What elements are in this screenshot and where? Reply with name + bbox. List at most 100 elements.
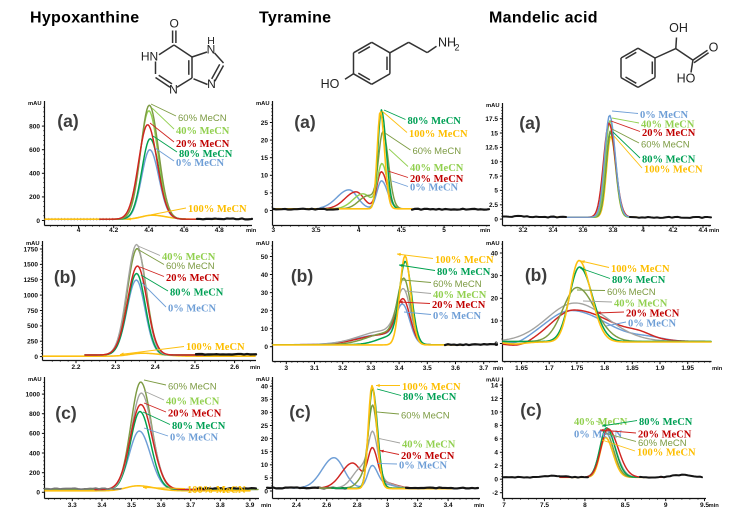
svg-text:12.5: 12.5: [485, 145, 498, 152]
svg-text:1.65: 1.65: [515, 365, 528, 372]
svg-text:H: H: [207, 35, 215, 47]
svg-text:7: 7: [502, 502, 506, 509]
svg-text:800: 800: [29, 411, 40, 418]
svg-text:4.4: 4.4: [698, 227, 707, 234]
svg-text:9: 9: [664, 502, 668, 509]
svg-text:80% MeCN: 80% MeCN: [642, 155, 696, 166]
svg-text:0: 0: [36, 218, 40, 225]
svg-text:(a): (a): [519, 113, 540, 133]
svg-text:3.7: 3.7: [479, 365, 488, 372]
svg-text:100% MeCN: 100% MeCN: [409, 129, 468, 140]
svg-text:800: 800: [29, 123, 40, 130]
svg-text:0% MeCN: 0% MeCN: [640, 110, 689, 121]
svg-text:mAU: mAU: [486, 103, 500, 109]
svg-text:min: min: [709, 228, 720, 234]
svg-text:4.2: 4.2: [109, 227, 118, 234]
svg-text:4.2: 4.2: [668, 227, 677, 234]
svg-text:2.4: 2.4: [151, 364, 160, 371]
svg-text:500: 500: [27, 323, 38, 330]
svg-text:600: 600: [29, 147, 40, 154]
svg-text:(c): (c): [55, 403, 76, 423]
svg-text:14: 14: [491, 382, 499, 389]
svg-text:15: 15: [261, 449, 269, 456]
svg-text:80% MeCN: 80% MeCN: [170, 288, 224, 299]
svg-text:1.95: 1.95: [681, 365, 694, 372]
svg-text:0: 0: [34, 354, 38, 361]
svg-text:80% MeCN: 80% MeCN: [437, 267, 491, 278]
svg-text:4: 4: [77, 227, 81, 234]
svg-text:80% MeCN: 80% MeCN: [403, 392, 457, 403]
svg-text:3.6: 3.6: [578, 227, 587, 234]
svg-text:3.1: 3.1: [310, 365, 319, 372]
svg-text:100% MeCN: 100% MeCN: [637, 448, 696, 459]
svg-text:20: 20: [491, 296, 499, 303]
svg-text:40% MeCN: 40% MeCN: [410, 163, 464, 174]
svg-text:15: 15: [491, 130, 499, 137]
svg-text:8: 8: [494, 423, 498, 430]
svg-text:0: 0: [494, 477, 498, 484]
svg-text:100% MeCN: 100% MeCN: [188, 204, 247, 215]
svg-text:20% MeCN: 20% MeCN: [638, 430, 692, 441]
svg-text:1250: 1250: [24, 277, 39, 284]
svg-text:min: min: [261, 503, 272, 509]
svg-text:NH: NH: [438, 36, 456, 50]
svg-text:mAU: mAU: [256, 241, 270, 247]
svg-text:N: N: [207, 43, 216, 57]
svg-text:20% MeCN: 20% MeCN: [401, 451, 455, 462]
svg-text:(a): (a): [294, 112, 315, 132]
svg-text:40% MeCN: 40% MeCN: [574, 417, 628, 428]
svg-text:1.75: 1.75: [571, 365, 584, 372]
svg-text:8.5: 8.5: [621, 502, 630, 509]
svg-text:200: 200: [29, 194, 40, 201]
svg-text:400: 400: [29, 450, 40, 457]
svg-text:7.5: 7.5: [489, 173, 498, 180]
svg-text:0% MeCN: 0% MeCN: [168, 304, 217, 315]
svg-text:0: 0: [494, 216, 498, 223]
svg-text:Mandelic acid: Mandelic acid: [489, 10, 598, 27]
svg-text:1.8: 1.8: [600, 365, 609, 372]
svg-text:30: 30: [261, 410, 269, 417]
svg-text:2.3: 2.3: [111, 364, 120, 371]
svg-text:0% MeCN: 0% MeCN: [433, 311, 482, 322]
svg-text:20% MeCN: 20% MeCN: [410, 174, 464, 185]
svg-text:20% MeCN: 20% MeCN: [168, 409, 222, 420]
svg-text:OH: OH: [669, 21, 688, 35]
svg-text:40% MeCN: 40% MeCN: [402, 440, 456, 451]
svg-text:min: min: [493, 366, 504, 372]
svg-text:3.9: 3.9: [245, 502, 254, 509]
svg-text:HO: HO: [321, 77, 340, 91]
svg-text:3.5: 3.5: [311, 227, 320, 234]
svg-text:mAU: mAU: [28, 377, 42, 383]
svg-text:1.85: 1.85: [626, 365, 639, 372]
svg-text:30: 30: [491, 273, 499, 280]
svg-text:80% MeCN: 80% MeCN: [172, 421, 226, 432]
svg-text:60% MeCN: 60% MeCN: [166, 261, 215, 272]
svg-text:3.8: 3.8: [608, 227, 617, 234]
svg-text:100% MeCN: 100% MeCN: [435, 255, 494, 266]
svg-text:(b): (b): [291, 266, 313, 286]
svg-text:3.2: 3.2: [518, 227, 527, 234]
svg-text:mAU: mAU: [486, 241, 500, 247]
svg-text:60% MeCN: 60% MeCN: [433, 279, 482, 290]
svg-text:3.5: 3.5: [423, 365, 432, 372]
svg-text:4: 4: [357, 227, 361, 234]
svg-text:10: 10: [261, 462, 269, 469]
svg-text:mAU: mAU: [486, 378, 500, 384]
svg-text:3.4: 3.4: [97, 502, 106, 509]
svg-text:0% MeCN: 0% MeCN: [399, 461, 448, 472]
svg-text:20% MeCN: 20% MeCN: [166, 273, 220, 284]
svg-text:20% MeCN: 20% MeCN: [432, 300, 486, 311]
svg-text:60% MeCN: 60% MeCN: [178, 113, 227, 124]
svg-text:1.7: 1.7: [545, 365, 554, 372]
svg-text:3.6: 3.6: [157, 502, 166, 509]
svg-text:1750: 1750: [24, 246, 39, 253]
svg-text:2.6: 2.6: [322, 502, 331, 509]
svg-text:3.2: 3.2: [413, 502, 422, 509]
svg-text:7.5: 7.5: [540, 502, 549, 509]
svg-text:min: min: [709, 503, 720, 509]
svg-text:3: 3: [271, 227, 275, 234]
svg-text:3.5: 3.5: [127, 502, 136, 509]
svg-text:3.2: 3.2: [338, 365, 347, 372]
svg-text:0% MeCN: 0% MeCN: [176, 158, 225, 169]
svg-text:4.4: 4.4: [144, 227, 153, 234]
